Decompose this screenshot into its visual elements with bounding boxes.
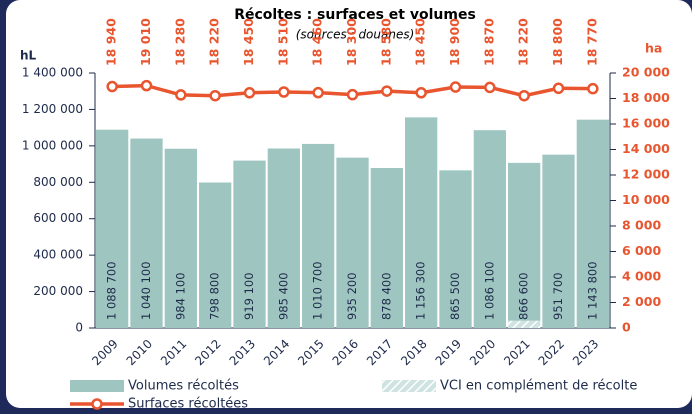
bar xyxy=(542,154,575,328)
data-label: 18 450 xyxy=(413,18,428,66)
bar xyxy=(130,138,163,328)
y2-tick-label: 2 000 xyxy=(622,294,661,309)
bar xyxy=(164,148,197,328)
y-tick-label: 800 000 xyxy=(33,175,83,189)
point xyxy=(552,82,565,95)
y2-tick-label: 10 000 xyxy=(622,192,670,207)
bar xyxy=(302,143,335,328)
bar xyxy=(508,162,541,321)
chart-title: Récoltes : surfaces et volumes xyxy=(234,7,476,23)
data-label: 1 088 700 xyxy=(105,261,119,320)
bar xyxy=(96,129,129,328)
data-label: 1 010 700 xyxy=(311,261,325,320)
data-label: 18 900 xyxy=(447,18,462,66)
data-label: 865 500 xyxy=(448,272,462,320)
legend-label: Volumes récoltés xyxy=(128,379,239,394)
point xyxy=(346,88,359,101)
data-label: 1 156 300 xyxy=(414,261,428,320)
data-label: 919 100 xyxy=(242,272,256,320)
data-label: 951 700 xyxy=(551,272,565,320)
bar xyxy=(370,168,403,328)
chart-subtitle: (sources : douanes) xyxy=(296,28,415,42)
point xyxy=(140,79,153,92)
y-tick-label: 400 000 xyxy=(33,248,83,262)
data-label: 18 460 xyxy=(310,18,325,66)
data-label: 798 800 xyxy=(208,272,222,320)
data-label: 18 220 xyxy=(516,18,531,66)
data-label: 18 510 xyxy=(275,18,290,66)
data-label: 1 086 100 xyxy=(482,261,496,320)
data-label: 1 040 100 xyxy=(139,261,153,320)
y-tick-label: 0 xyxy=(75,321,83,335)
point xyxy=(449,81,462,93)
data-label: 985 400 xyxy=(276,272,290,320)
bar xyxy=(336,157,369,328)
data-label: 19 010 xyxy=(138,18,153,66)
bar xyxy=(267,148,300,328)
y2-tick-label: 6 000 xyxy=(622,243,661,258)
point xyxy=(518,89,530,102)
data-label: 878 400 xyxy=(379,272,393,320)
y-tick-label: 600 000 xyxy=(33,211,83,225)
data-label: 18 870 xyxy=(481,18,496,66)
bar xyxy=(405,117,438,328)
data-label: 18 220 xyxy=(207,18,222,66)
data-label: 1 143 800 xyxy=(585,261,599,320)
legend-swatch xyxy=(70,380,124,392)
y2-tick-label: 8 000 xyxy=(622,218,661,233)
data-label: 18 450 xyxy=(241,18,256,66)
y2-tick-label: 12 000 xyxy=(622,167,670,182)
y2-axis-title: ha xyxy=(645,41,662,56)
bar xyxy=(508,320,541,328)
data-label: 935 200 xyxy=(345,272,359,320)
legend-swatch xyxy=(91,398,103,410)
data-label: 18 800 xyxy=(550,18,565,66)
y-tick-label: 1 400 000 xyxy=(22,66,83,80)
point xyxy=(312,86,324,99)
y-tick-label: 200 000 xyxy=(33,284,83,298)
bar xyxy=(576,119,609,328)
y-tick-label: 1 200 000 xyxy=(22,102,83,116)
y2-tick-label: 18 000 xyxy=(622,90,670,105)
data-label: 18 300 xyxy=(344,18,359,66)
point xyxy=(209,89,221,102)
bar xyxy=(473,130,506,328)
point xyxy=(484,81,496,94)
bar xyxy=(199,182,232,328)
point xyxy=(106,80,118,93)
y2-tick-label: 20 000 xyxy=(622,65,670,80)
y-axis-title: hL xyxy=(20,49,37,63)
y2-tick-label: 0 xyxy=(622,320,631,335)
y2-tick-label: 4 000 xyxy=(622,269,661,284)
legend-swatch xyxy=(382,380,436,392)
point xyxy=(278,86,290,98)
bar xyxy=(439,170,472,328)
point xyxy=(587,82,599,95)
y-tick-label: 1 000 000 xyxy=(22,138,83,152)
point xyxy=(415,87,427,99)
y2-tick-label: 14 000 xyxy=(622,141,670,156)
point xyxy=(243,87,256,99)
data-label: 984 100 xyxy=(173,272,187,320)
data-label: 18 770 xyxy=(584,18,599,66)
legend-label: VCI en complément de récolte xyxy=(440,379,637,394)
point xyxy=(381,85,393,97)
point xyxy=(175,89,187,101)
data-label: 18 280 xyxy=(172,18,187,66)
bar xyxy=(233,160,266,328)
data-label: 18 580 xyxy=(378,18,393,66)
data-label: 18 940 xyxy=(104,18,119,66)
legend-label: Surfaces récoltées xyxy=(128,397,248,412)
y2-tick-label: 16 000 xyxy=(622,116,670,131)
data-label: 866 600 xyxy=(517,272,531,320)
